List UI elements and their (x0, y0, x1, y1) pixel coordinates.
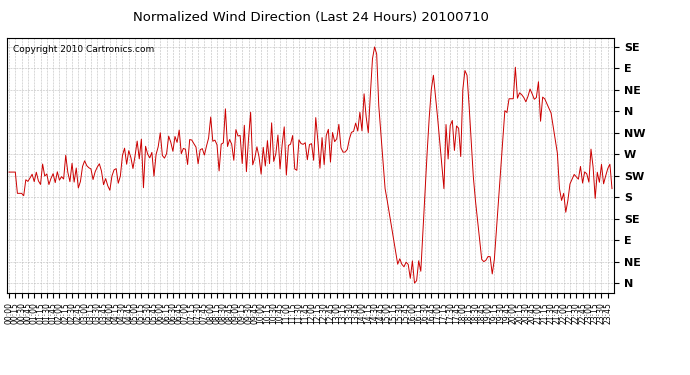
Text: Copyright 2010 Cartronics.com: Copyright 2010 Cartronics.com (13, 45, 155, 54)
Text: Normalized Wind Direction (Last 24 Hours) 20100710: Normalized Wind Direction (Last 24 Hours… (132, 11, 489, 24)
